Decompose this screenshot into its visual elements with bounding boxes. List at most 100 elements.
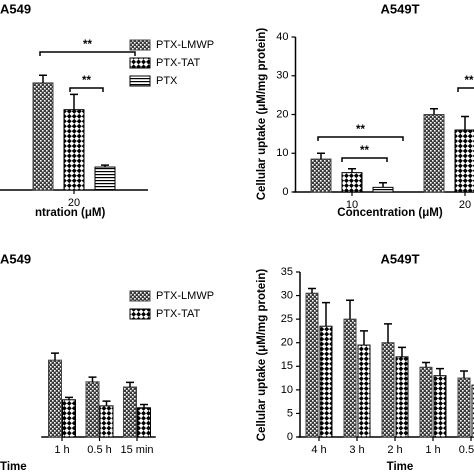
legend-swatch xyxy=(129,308,151,320)
error-bar xyxy=(398,346,406,357)
annotation: ** xyxy=(465,75,474,87)
error-bar xyxy=(317,152,325,160)
bar xyxy=(395,356,409,438)
x-axis-label: Concentration (μM) xyxy=(337,207,443,219)
bar xyxy=(471,384,474,438)
error-bar xyxy=(65,396,73,400)
bar xyxy=(357,344,371,438)
error-bar xyxy=(126,381,134,388)
error-bar xyxy=(39,74,47,83)
bar xyxy=(32,82,54,191)
x-tick-label: 1 h xyxy=(54,444,69,456)
x-tick-label: 0.5 h xyxy=(459,444,474,456)
bar xyxy=(63,109,85,191)
y-tick-label: 0 xyxy=(282,186,288,198)
x-tick-label: 4 h xyxy=(311,444,326,456)
error-bar xyxy=(436,367,444,376)
y-axis-label: Cellular uptake (μM/mg protein) xyxy=(256,269,268,442)
legend-label: PTX-LMWP xyxy=(156,39,214,51)
error-bar xyxy=(379,181,387,188)
error-bar xyxy=(346,299,354,320)
y-tick-label: 15 xyxy=(281,360,293,372)
y-tick-label: 30 xyxy=(276,70,288,82)
legend-swatch xyxy=(129,39,151,51)
bar xyxy=(372,186,394,193)
error-bar xyxy=(70,93,78,110)
error-bar xyxy=(51,352,59,361)
error-bar xyxy=(140,403,148,408)
bar xyxy=(419,366,433,438)
bar xyxy=(94,166,116,191)
panel: A549 ntration (μM)20 PTX-LMWP PTX-TAT PTX ** *… xyxy=(0,1,214,219)
bar xyxy=(85,381,100,438)
bar xyxy=(343,318,357,438)
bar xyxy=(423,114,445,193)
error-bar xyxy=(101,164,109,168)
bar xyxy=(137,407,151,438)
bar xyxy=(123,386,137,438)
bar xyxy=(48,359,62,438)
y-tick-label: 25 xyxy=(281,313,293,325)
panel: A549 Time 1 h 0.5 h 15 min PTX-LMWP PTX-TAT xyxy=(0,251,214,473)
bar xyxy=(433,375,447,438)
legend-label: PTX-LMWP xyxy=(156,290,214,302)
chart-title: A549 xyxy=(0,1,31,16)
error-bar xyxy=(384,323,392,343)
error-bar xyxy=(102,400,111,406)
y-tick-label: 30 xyxy=(281,289,293,301)
x-tick-label: 15 min xyxy=(120,444,153,456)
error-bar xyxy=(308,287,316,294)
annotation: ** xyxy=(83,39,92,51)
x-tick-label: 20 xyxy=(68,197,80,209)
error-bar xyxy=(348,168,356,173)
annotation: ** xyxy=(82,75,91,87)
panel: A549T Time Cellular uptake (μM/mg protein)… xyxy=(256,251,474,473)
bar xyxy=(454,129,474,193)
annotation: ** xyxy=(356,124,365,136)
error-bar xyxy=(322,301,330,327)
bar xyxy=(62,399,76,438)
error-bar xyxy=(461,115,469,130)
chart-title: A549 xyxy=(0,251,31,266)
y-tick-label: 10 xyxy=(276,147,288,159)
x-tick-label: 3 h xyxy=(349,444,364,456)
significance-bracket xyxy=(341,157,388,162)
y-tick-label: 20 xyxy=(281,337,293,349)
y-tick-label: 40 xyxy=(276,31,288,43)
legend-swatch xyxy=(129,57,151,69)
error-bar xyxy=(88,376,97,382)
legend-label: PTX xyxy=(156,75,178,87)
bar xyxy=(99,405,114,438)
significance-bracket xyxy=(69,87,104,92)
bar xyxy=(305,292,319,438)
x-tick-label: 0.5 h xyxy=(87,444,111,456)
chart-title: A549T xyxy=(380,251,419,266)
x-tick-label: 10 xyxy=(346,199,358,211)
error-bar xyxy=(460,370,468,379)
x-tick-label: 2 h xyxy=(387,444,402,456)
chart-title: A549T xyxy=(380,1,419,16)
legend-swatch xyxy=(129,290,151,302)
y-tick-label: 35 xyxy=(281,266,293,278)
y-tick-label: 10 xyxy=(281,384,293,396)
annotation: ** xyxy=(360,145,369,157)
x-tick-label: 20 xyxy=(459,199,471,211)
y-tick-label: 5 xyxy=(287,407,293,419)
significance-bracket xyxy=(457,87,474,92)
x-tick-label: 1 h xyxy=(425,444,440,456)
error-bar xyxy=(430,107,438,115)
error-bar xyxy=(360,330,368,346)
y-tick-label: 20 xyxy=(276,108,288,120)
x-axis-label: ntration (μM) xyxy=(35,207,105,219)
significance-bracket xyxy=(317,136,404,141)
bar xyxy=(457,377,471,438)
bar xyxy=(381,342,395,438)
legend-label: PTX-TAT xyxy=(156,308,200,320)
x-axis-label: Time xyxy=(387,461,414,473)
legend-swatch xyxy=(129,75,151,87)
legend-label: PTX-TAT xyxy=(156,57,200,69)
bar xyxy=(341,172,363,193)
x-axis-label: Time xyxy=(0,461,27,473)
bar xyxy=(310,158,332,193)
